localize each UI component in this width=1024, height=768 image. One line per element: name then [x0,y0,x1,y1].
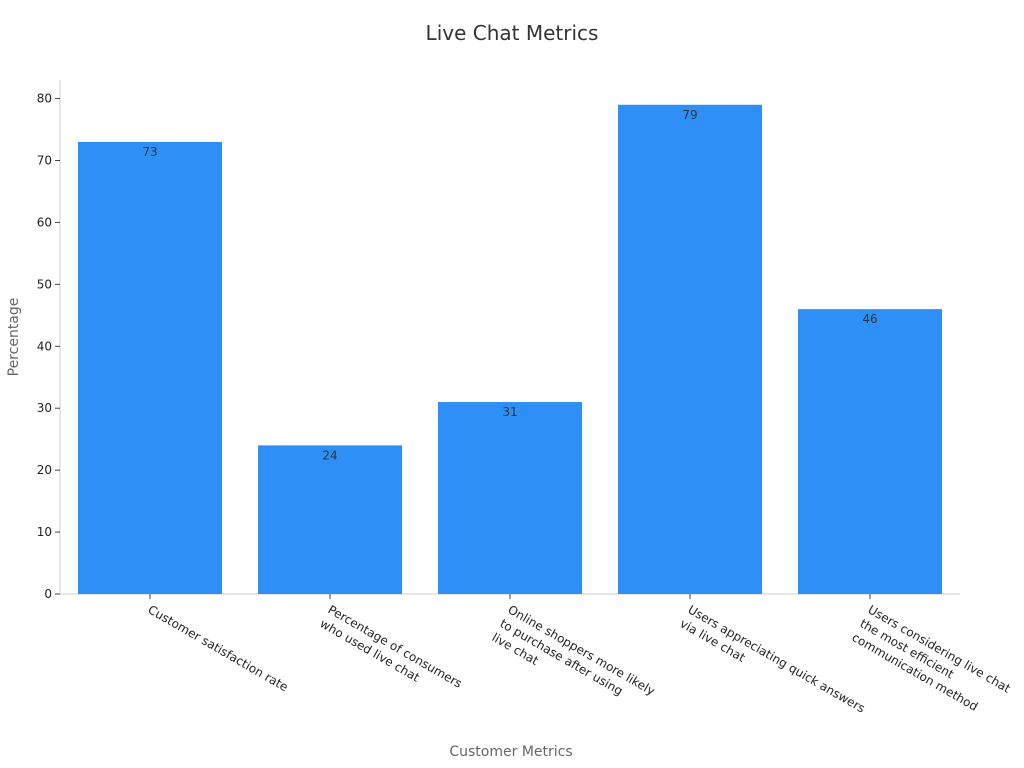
bar [618,104,762,594]
value-label: 79 [682,108,697,122]
bar [258,445,402,594]
y-tick-label: 40 [37,339,52,353]
x-tick-label: Users considering live chatthe most effi… [850,602,1014,723]
x-tick-label: Percentage of consumerswho used live cha… [318,602,465,704]
bar [78,141,222,594]
y-tick-label: 20 [37,463,52,477]
x-tick-label: Online shoppers more likelyto purchase a… [490,602,658,725]
x-tick-label: Users appreciating quick answersvia live… [678,602,868,729]
y-tick-label: 70 [37,154,52,168]
y-tick-label: 60 [37,215,52,229]
y-tick-label: 50 [37,277,52,291]
y-tick-label: 80 [37,92,52,106]
x-tick-label: Customer satisfaction rate [146,602,291,694]
x-axis-title: Customer Metrics [449,744,572,760]
value-label: 46 [862,312,877,326]
bar [798,309,942,594]
y-tick-label: 10 [37,525,52,539]
chart-title: Live Chat Metrics [426,21,599,45]
y-tick-label: 0 [44,587,52,601]
value-label: 24 [322,448,337,462]
bar [438,402,582,594]
value-label: 73 [142,145,157,159]
y-tick-label: 30 [37,401,52,415]
value-label: 31 [502,405,517,419]
y-axis-title: Percentage [6,298,22,377]
